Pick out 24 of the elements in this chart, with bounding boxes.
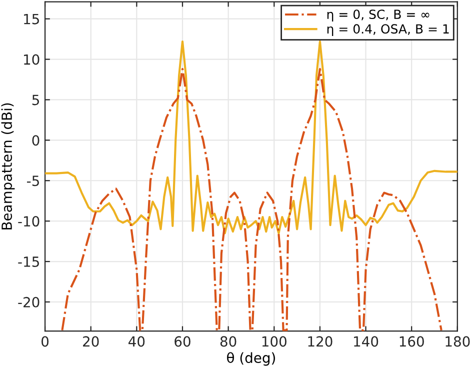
x-tick-label: 100 (262, 336, 286, 347)
y-tick-label: -5 (27, 176, 39, 186)
x-tick-label: 140 (354, 336, 378, 347)
y-tick-label: 5 (32, 94, 39, 106)
x-tick-label: 120 (308, 336, 332, 347)
y-tick-label: 0 (32, 135, 40, 146)
x-tick-label: 180 (446, 336, 470, 347)
line-series (61, 68, 442, 332)
y-tick-label: 10 (24, 54, 40, 65)
y-tick-label: -10 (18, 216, 40, 227)
x-axis-title: θ (deg) (227, 352, 275, 366)
y-axis-title: Beampattern (dBi) (1, 103, 15, 230)
legend-label: η = 0, SC, B = ∞ (327, 10, 430, 22)
y-tick-label: 15 (24, 14, 39, 24)
x-tick-label: 20 (83, 336, 99, 347)
legend-label: η = 0.4, OSA, B = 1 (327, 24, 449, 36)
x-tick-label: 160 (400, 336, 424, 347)
line-series (45, 40, 458, 234)
y-tick-label: -15 (18, 256, 39, 267)
x-tick-label: 80 (220, 336, 236, 347)
x-tick-label: 0 (42, 336, 49, 347)
x-tick-label: 40 (128, 336, 145, 347)
x-tick-label: 60 (174, 336, 190, 347)
y-tick-label: -20 (18, 296, 40, 308)
